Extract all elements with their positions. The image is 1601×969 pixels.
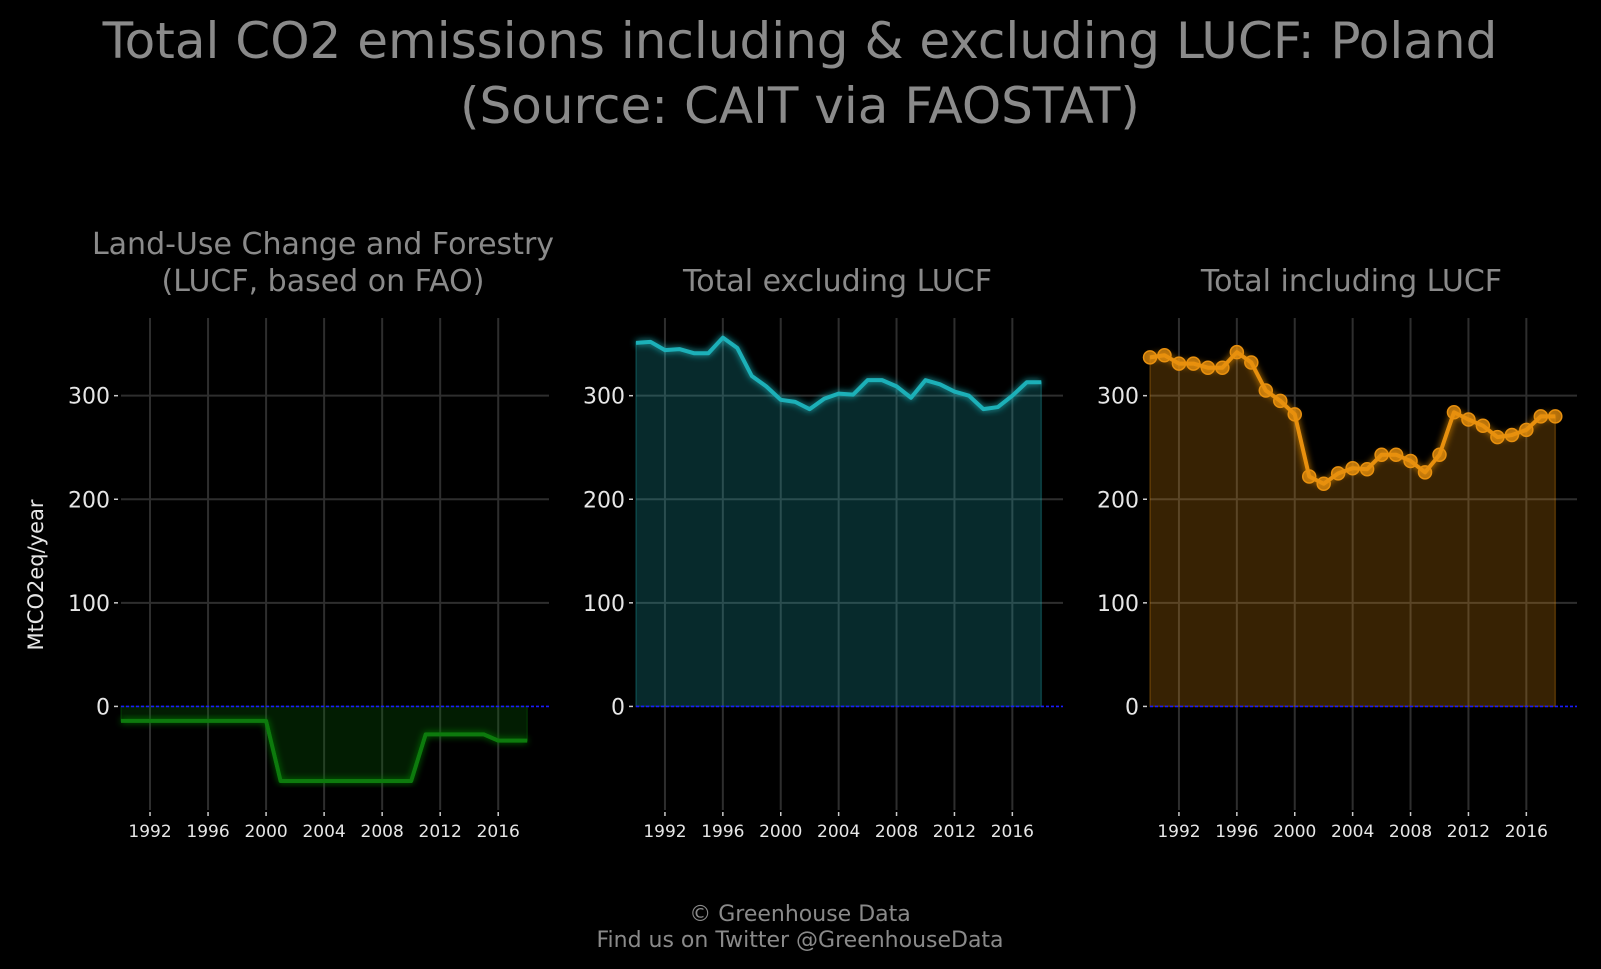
data-point: [1330, 466, 1346, 481]
panel-title-line: Total excluding LUCF: [682, 264, 992, 299]
y-tick-label: 200: [68, 488, 110, 513]
y-tick-label: 0: [611, 695, 625, 720]
data-point: [1432, 447, 1447, 462]
panel-3: Total including LUCF 0 100 200 300 1992 1996 20…: [1097, 264, 1577, 842]
data-point: [1388, 447, 1404, 462]
data-point: [1533, 409, 1549, 424]
data-point: [1157, 348, 1172, 363]
x-tick-label: 1996: [701, 822, 744, 842]
x-tick-label: 2008: [1389, 822, 1432, 842]
panels: Land-Use Change and Forestry(LUCF, based…: [68, 227, 1577, 842]
series-line: [121, 718, 528, 783]
x-tick-label: 1996: [186, 822, 229, 842]
y-tick-label: 300: [583, 385, 625, 410]
y-tick-label: 200: [1097, 488, 1139, 513]
data-point: [1417, 465, 1433, 480]
x-tick-label: 2004: [1331, 822, 1374, 842]
data-point: [1244, 355, 1259, 370]
x-tick-label: 2008: [361, 822, 404, 842]
data-point: [1142, 350, 1158, 365]
y-tick-label: 100: [583, 592, 625, 617]
data-point: [1374, 447, 1389, 462]
x-tick-label: 1996: [1215, 822, 1258, 842]
data-point: [1519, 422, 1534, 438]
x-tick-label: 2004: [817, 822, 860, 842]
x-tick-label: 2012: [933, 822, 976, 842]
x-tick-label: 2004: [302, 822, 345, 842]
data-point: [1301, 469, 1317, 484]
data-point: [1215, 360, 1230, 375]
y-tick-label: 100: [68, 592, 110, 617]
data-point: [1504, 427, 1520, 443]
data-point: [1345, 460, 1360, 476]
x-tick-label: 2008: [875, 822, 918, 842]
x-tick-label: 2000: [1273, 822, 1316, 842]
x-tick-label: 1992: [643, 822, 686, 842]
panel-1: Land-Use Change and Forestry(LUCF, based…: [68, 227, 554, 842]
data-point: [1446, 405, 1462, 420]
area-fill: [120, 705, 528, 782]
data-point: [1359, 461, 1375, 477]
x-tick-label: 2000: [759, 822, 802, 842]
data-point: [1548, 409, 1563, 424]
y-tick-label: 200: [583, 488, 625, 513]
panel-title-line: Total including LUCF: [1200, 264, 1502, 299]
y-axis-label: MtCO2eq/year: [24, 499, 48, 650]
data-point: [1316, 476, 1331, 491]
x-tick-label: 2016: [991, 822, 1034, 842]
data-point: [1200, 360, 1216, 375]
data-point: [1229, 344, 1245, 360]
data-point: [1287, 407, 1302, 422]
y-tick-label: 300: [1097, 385, 1139, 410]
data-point: [1403, 453, 1418, 469]
y-tick-label: 0: [96, 695, 110, 720]
data-point: [1475, 418, 1491, 433]
y-tick-label: 0: [1125, 695, 1139, 720]
y-tick-label: 100: [1097, 592, 1139, 617]
y-tick-label: 300: [68, 385, 110, 410]
x-tick-label: 2016: [477, 822, 520, 842]
x-tick-label: 2016: [1505, 822, 1548, 842]
data-point: [1461, 412, 1476, 427]
x-tick-label: 2000: [244, 822, 287, 842]
data-point: [1186, 356, 1201, 371]
x-tick-label: 2012: [419, 822, 462, 842]
data-point: [1171, 356, 1187, 371]
panel-2: Total excluding LUCF 0 100 200 300 1992 1996 20…: [583, 264, 1063, 842]
panel-title-line: Land-Use Change and Forestry: [92, 227, 554, 262]
x-tick-label: 1992: [128, 822, 171, 842]
footer-credit: © Greenhouse Data: [689, 902, 910, 927]
x-tick-label: 2012: [1447, 822, 1490, 842]
chart-subtitle: (Source: CAIT via FAOSTAT): [460, 77, 1140, 135]
series-line: [635, 335, 1042, 412]
data-point: [1490, 429, 1505, 445]
chart-title: Total CO2 emissions including & excludin…: [102, 12, 1498, 70]
footer-twitter: Find us on Twitter @GreenhouseData: [596, 928, 1003, 953]
data-point: [1273, 393, 1288, 409]
panel-title-line: (LUCF, based on FAO): [162, 264, 485, 299]
x-tick-label: 1992: [1157, 822, 1200, 842]
data-point: [1258, 383, 1274, 398]
